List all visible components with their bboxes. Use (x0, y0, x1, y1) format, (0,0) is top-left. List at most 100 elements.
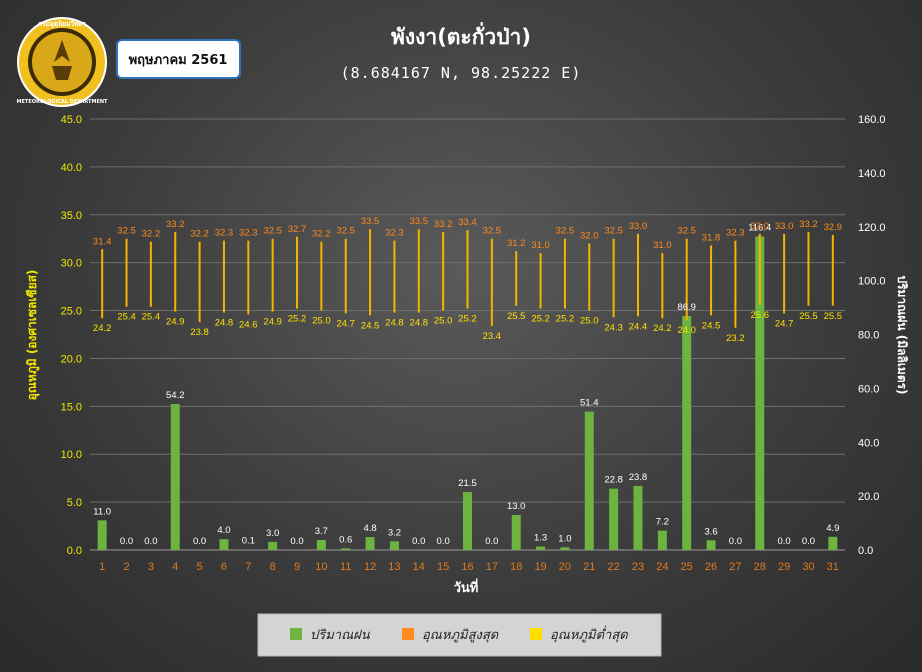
rain-bar (97, 520, 107, 550)
tmin-value-label: 25.2 (556, 314, 575, 325)
tmin-value-label: 24.5 (702, 320, 721, 331)
right-tick-label: 60.0 (858, 383, 879, 395)
tmax-value-label: 31.2 (507, 238, 526, 249)
tmin-value-label: 25.0 (312, 316, 331, 327)
tmin-value-label: 24.8 (385, 317, 404, 328)
x-tick-label: 4 (172, 561, 178, 573)
rain-bar (365, 537, 375, 550)
x-tick-label: 6 (221, 561, 227, 573)
month-badge-label: พฤษภาคม 2561 (129, 53, 228, 68)
tmin-value-label: 25.5 (824, 311, 843, 322)
tmin-value-label: 24.7 (775, 318, 794, 329)
rain-value-label: 0.0 (437, 536, 450, 547)
legend: ปริมาณฝน อุณหภูมิสูงสุด อุณหภูมิต่ำสุด (257, 613, 662, 657)
tmin-value-label: 25.2 (458, 314, 477, 325)
legend-rain-label: ปริมาณฝน (310, 628, 371, 643)
rain-value-label: 0.0 (729, 536, 742, 547)
legend-tmax-label: อุณหภูมิสูงสุด (422, 628, 499, 643)
rain-bar (828, 536, 838, 550)
rain-bar (609, 488, 619, 550)
gridlines (90, 118, 845, 551)
rain-bar (316, 540, 326, 550)
chart-title: พังงา(ตะกั่วป่า) (391, 21, 531, 49)
tmin-value-label: 24.9 (166, 317, 185, 328)
month-badge: พฤษภาคม 2561 (116, 39, 241, 79)
rain-value-label: 1.3 (534, 532, 547, 543)
tmin-value-label: 25.5 (507, 311, 526, 322)
tmin-value-label: 24.4 (629, 321, 648, 332)
rain-value-label: 0.6 (339, 534, 352, 545)
x-tick-label: 5 (197, 561, 203, 573)
tmax-value-label: 32.2 (312, 229, 331, 240)
tmin-value-label: 25.0 (580, 316, 599, 327)
tmin-value-label: 25.0 (434, 316, 453, 327)
tmin-value-label: 25.2 (288, 314, 307, 325)
rain-value-label: 0.0 (778, 536, 791, 547)
rain-value-label: 22.8 (604, 475, 623, 486)
right-tick-label: 0.0 (858, 545, 873, 557)
x-tick-label: 2 (123, 561, 129, 573)
tmin-value-label: 23.4 (483, 331, 502, 342)
tmin-value-label: 24.5 (361, 320, 380, 331)
x-tick-label: 10 (315, 561, 327, 573)
right-axis-label: ปริมาณฝน (มิลลิเมตร) (895, 275, 909, 394)
tmax-value-label: 32.5 (336, 226, 355, 237)
right-tick-label: 20.0 (858, 491, 879, 503)
rain-bar (341, 548, 351, 550)
x-tick-label: 23 (632, 561, 644, 573)
rain-bar (584, 411, 594, 550)
rain-value-label: 116.4 (748, 222, 771, 233)
tmin-value-label: 24.9 (263, 317, 282, 328)
logo-text-bottom: METEOROLOGICAL DEPARTMENT (17, 99, 109, 105)
x-tick-label: 20 (559, 561, 571, 573)
left-axis-ticks: 0.0 5.0 10.0 15.0 20.0 25.0 30.0 35.0 40.0 45.0 (61, 114, 82, 557)
tmax-value-label: 32.5 (483, 226, 502, 237)
rain-value-label: 0.0 (120, 536, 133, 547)
x-tick-label: 26 (705, 561, 717, 573)
tmin-value-label: 24.2 (93, 323, 112, 334)
rain-value-label: 11.0 (93, 506, 111, 517)
rain-value-label: 3.0 (266, 528, 279, 539)
tmax-value-label: 31.8 (702, 232, 721, 243)
tmin-value-label: 23.8 (190, 327, 209, 338)
tmax-value-label: 33.4 (458, 217, 477, 228)
rain-bar (463, 492, 472, 550)
rain-bar (268, 541, 278, 550)
right-tick-label: 140.0 (858, 168, 886, 180)
rain-value-label: 4.8 (363, 523, 376, 534)
tmin-value-label: 25.6 (751, 310, 770, 321)
chart-subtitle: (8.684167 N, 98.25222 E) (341, 64, 582, 82)
rain-value-label: 54.2 (166, 390, 185, 401)
tmax-value-label: 33.2 (166, 219, 185, 230)
rain-bar (560, 547, 570, 550)
tmin-value-label: 25.5 (799, 311, 818, 322)
rain-value-label: 4.0 (217, 525, 230, 536)
rain-value-label: 1.0 (558, 533, 571, 544)
tmax-value-label: 32.5 (263, 226, 282, 237)
tmax-value-label: 32.0 (580, 231, 599, 242)
rain-bar (511, 514, 521, 550)
tmin-value-label: 24.3 (604, 322, 623, 333)
tmin-value-label: 24.2 (653, 323, 672, 334)
right-tick-label: 160.0 (858, 114, 886, 126)
x-tick-label: 9 (294, 561, 300, 573)
tmin-value-label: 24.6 (239, 319, 258, 330)
x-tick-label: 24 (656, 561, 668, 573)
x-tick-label: 16 (461, 561, 473, 573)
rain-bar (633, 485, 643, 550)
x-tick-label: 30 (802, 561, 814, 573)
x-tick-label: 13 (388, 561, 400, 573)
rain-value-label: 0.0 (144, 536, 157, 547)
x-tick-label: 11 (340, 561, 351, 573)
rain-value-label: 0.0 (193, 536, 206, 547)
tmax-value-label: 32.3 (385, 228, 404, 239)
rain-bar (170, 403, 180, 550)
tmax-value-label: 33.5 (410, 216, 429, 227)
tmax-value-label: 33.5 (361, 216, 380, 227)
right-tick-label: 100.0 (858, 276, 886, 288)
rain-bar (706, 540, 716, 550)
data-labels: 11.0 31.4 24.2 0.0 32.5 25.4 0.0 32.2 25.4 54.2 33… (93, 216, 842, 547)
rain-value-label: 3.7 (315, 526, 328, 537)
left-tick-label: 30.0 (61, 258, 82, 270)
